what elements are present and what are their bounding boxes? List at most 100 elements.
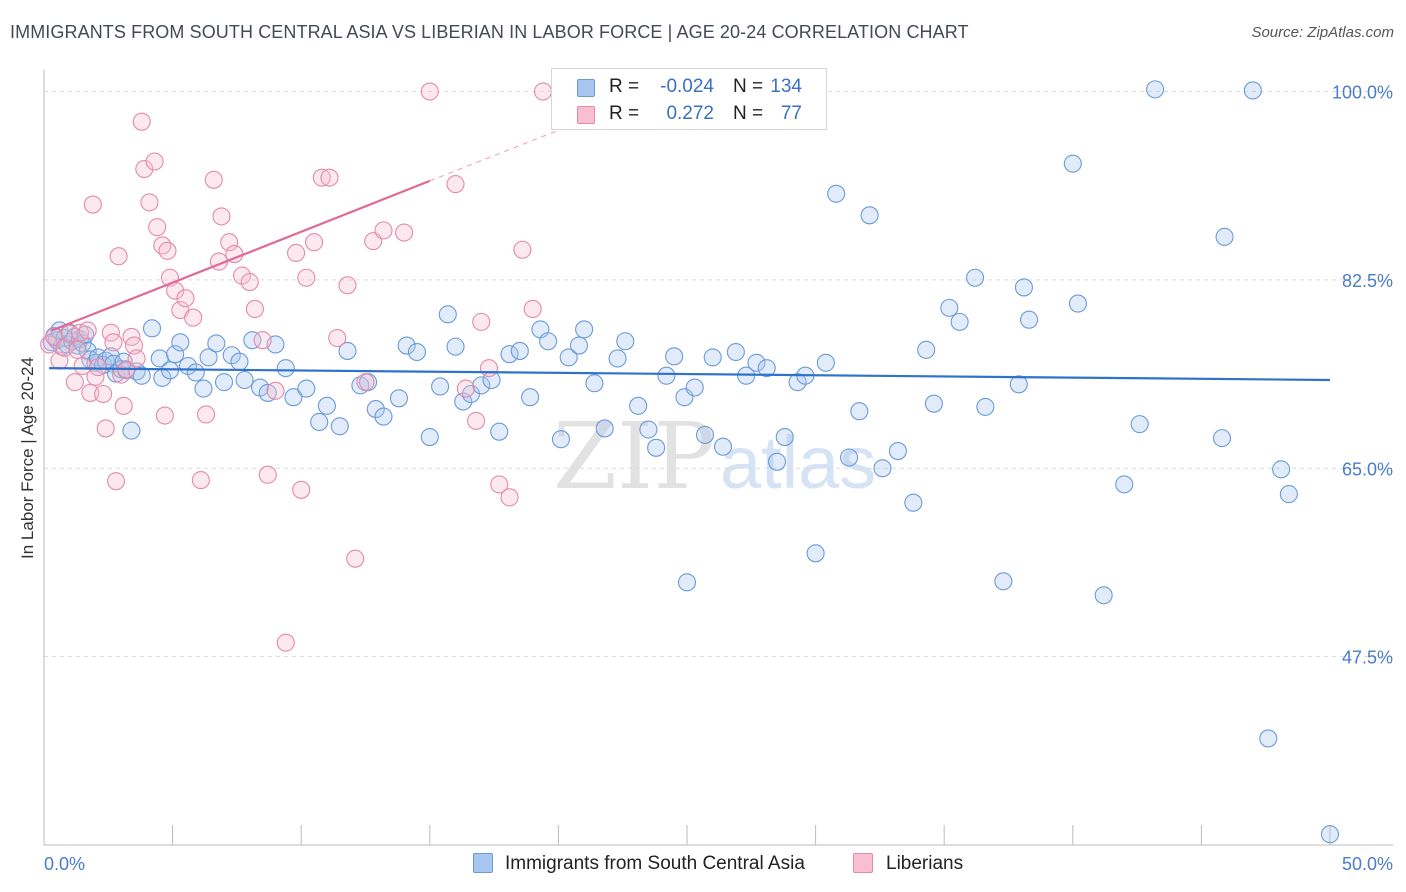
point-south-central-asia xyxy=(940,298,959,317)
tick-labels: 100.0% 82.5% 65.0% 47.5% 0.0% 50.0% xyxy=(44,83,1393,874)
point-liberian xyxy=(158,241,177,260)
n-value: 134 xyxy=(770,76,802,97)
point-liberian xyxy=(78,321,97,340)
point-liberian xyxy=(135,159,154,179)
point-south-central-asia xyxy=(827,184,846,203)
point-south-central-asia xyxy=(166,345,185,364)
legend-label: Immigrants from South Central Asia xyxy=(505,853,805,874)
y-tick-label: 65.0% xyxy=(1342,459,1393,479)
x-tick-label: 50.0% xyxy=(1342,854,1393,874)
point-south-central-asia xyxy=(186,363,205,382)
stats-row-south-central-asia: R = -0.024 N = 134 xyxy=(552,74,826,100)
point-south-central-asia xyxy=(431,377,450,396)
point-south-central-asia xyxy=(366,400,385,419)
point-south-central-asia xyxy=(1130,415,1149,434)
point-south-central-asia xyxy=(1320,825,1340,844)
point-liberian xyxy=(266,381,285,400)
point-liberian xyxy=(533,82,553,101)
point-south-central-asia xyxy=(976,397,995,416)
point-liberian xyxy=(83,195,102,214)
point-south-central-asia xyxy=(510,341,529,360)
point-south-central-asia xyxy=(521,388,540,407)
point-liberian xyxy=(312,168,331,187)
point-south-central-asia xyxy=(1215,227,1234,246)
point-liberian xyxy=(523,299,542,319)
point-liberian xyxy=(184,308,203,327)
point-liberian xyxy=(356,373,375,392)
point-south-central-asia xyxy=(917,340,936,359)
point-south-central-asia xyxy=(1014,278,1033,297)
point-south-central-asia xyxy=(1115,475,1134,494)
point-liberian xyxy=(456,379,475,398)
point-liberian xyxy=(96,419,115,438)
point-south-central-asia xyxy=(767,452,787,471)
stats-swatch-pink xyxy=(577,106,595,124)
point-south-central-asia xyxy=(539,332,558,351)
point-south-central-asia xyxy=(585,374,604,393)
point-liberian xyxy=(513,240,532,259)
point-south-central-asia xyxy=(575,320,594,339)
point-south-central-asia xyxy=(1146,80,1165,99)
point-south-central-asia xyxy=(559,348,578,367)
trend-line-liberian xyxy=(51,179,431,332)
data-points xyxy=(40,80,1340,844)
stats-row-liberians: R = 0.272 N = 77 xyxy=(552,101,826,127)
point-liberian xyxy=(276,633,295,652)
point-liberian xyxy=(446,175,465,194)
n-label: N = xyxy=(733,103,764,124)
point-liberian xyxy=(253,331,272,350)
r-value: 0.272 xyxy=(666,103,714,124)
legend: Immigrants from South Central Asia Liber… xyxy=(0,851,1406,879)
point-liberian xyxy=(112,365,131,384)
point-south-central-asia xyxy=(1094,586,1113,605)
legend-label: Liberians xyxy=(886,853,964,874)
n-label: N = xyxy=(733,76,764,97)
watermark-atlas: atlas xyxy=(720,421,876,504)
point-liberian xyxy=(106,472,126,491)
point-south-central-asia xyxy=(284,388,303,407)
point-south-central-asia xyxy=(850,402,869,421)
point-south-central-asia xyxy=(199,348,218,367)
point-south-central-asia xyxy=(490,422,509,441)
point-liberian xyxy=(196,405,216,424)
point-south-central-asia xyxy=(438,305,457,324)
r-label: R = xyxy=(609,76,640,97)
point-south-central-asia xyxy=(1020,310,1039,329)
point-south-central-asia xyxy=(500,345,519,364)
y-tick-label: 47.5% xyxy=(1342,648,1393,668)
point-south-central-asia xyxy=(904,493,923,512)
point-south-central-asia xyxy=(551,430,571,449)
y-tick-label: 82.5% xyxy=(1342,271,1393,291)
point-liberian xyxy=(132,112,151,131)
point-south-central-asia xyxy=(888,441,907,461)
point-liberian xyxy=(479,359,499,378)
point-liberian xyxy=(297,268,316,287)
point-liberian xyxy=(395,223,414,242)
point-liberian xyxy=(320,168,339,187)
point-south-central-asia xyxy=(1063,154,1082,173)
legend-swatch-pink xyxy=(853,853,873,873)
point-south-central-asia xyxy=(966,268,985,287)
point-liberian xyxy=(148,218,167,237)
point-liberian xyxy=(467,411,486,430)
watermark-zip: ZIP xyxy=(553,403,715,510)
point-liberian xyxy=(472,312,491,331)
point-south-central-asia xyxy=(657,366,676,385)
point-liberian xyxy=(420,82,439,101)
point-south-central-asia xyxy=(1212,429,1232,448)
trend-lines xyxy=(49,113,1331,382)
r-value: -0.024 xyxy=(660,76,714,97)
point-liberian xyxy=(104,333,123,352)
point-south-central-asia xyxy=(873,459,892,478)
point-south-central-asia xyxy=(569,336,589,355)
point-south-central-asia xyxy=(677,573,697,592)
point-south-central-asia xyxy=(317,396,336,415)
point-south-central-asia xyxy=(276,359,295,378)
point-south-central-asia xyxy=(122,421,141,440)
point-south-central-asia xyxy=(214,373,234,392)
point-south-central-asia xyxy=(338,341,357,360)
x-tick-label: 0.0% xyxy=(44,854,85,874)
point-south-central-asia xyxy=(703,348,722,367)
point-south-central-asia xyxy=(297,379,316,398)
point-south-central-asia xyxy=(695,425,715,444)
